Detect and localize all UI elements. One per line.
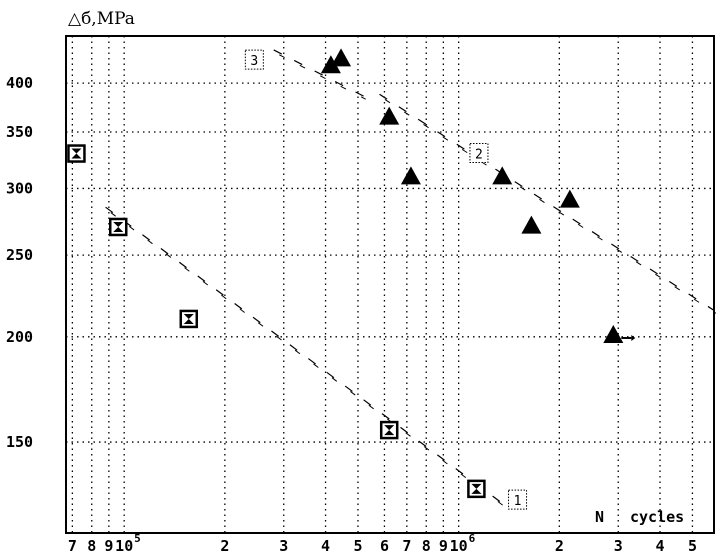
line-tag-box-1: [508, 489, 528, 510]
x-tick-label: 8: [422, 537, 431, 555]
hourglass-square-marker: [379, 420, 399, 440]
triangle-marker: [603, 324, 624, 343]
y-axis-label: △б,MPa: [68, 9, 135, 29]
x-tick-label: 10: [115, 537, 133, 555]
data-markers: [67, 48, 636, 499]
fit-line-2-shadow: [381, 96, 716, 314]
marker-hourglass: [113, 221, 124, 232]
x-tick-labels: 7 8 9 10 5 2 3 4 5 6 7 8 9 10 6 2 3 4 5: [68, 532, 697, 555]
y-tick-label: 250: [6, 246, 33, 264]
y-tick-label: 150: [6, 433, 33, 451]
x-tick-label: 3: [614, 537, 623, 555]
marker-square: [379, 420, 399, 440]
marker-square: [179, 309, 199, 329]
marker-hourglass: [183, 313, 194, 324]
line-tag-2: 2: [475, 148, 483, 163]
triangle-marker: [379, 106, 400, 125]
triangle-marker: [492, 166, 513, 185]
x-tick-label: 6: [380, 537, 389, 555]
marker-hourglass: [384, 425, 395, 436]
y-tick-label: 350: [6, 123, 33, 141]
fit-line-1: [105, 206, 510, 510]
line-tag-3: 3: [250, 54, 258, 69]
fit-line-3: [273, 49, 364, 97]
plot-frame: [65, 35, 715, 534]
hourglass-square-marker: [467, 479, 486, 499]
line-tag-box-2: [469, 143, 489, 164]
x-tick-label: 4: [656, 537, 665, 555]
marker-square: [467, 479, 486, 499]
y-tick-label: 300: [6, 179, 33, 197]
x-tick-label: 2: [220, 537, 229, 555]
x-tick-label: 9: [439, 537, 448, 555]
x-tick-exponent: 6: [469, 532, 476, 545]
marker-hourglass: [471, 483, 482, 494]
triangle-marker: [559, 189, 580, 208]
triangle-marker: [320, 55, 341, 74]
line-tag-1: 1: [514, 494, 522, 509]
marker-square: [108, 217, 128, 237]
x-tick-label: 7: [68, 537, 77, 555]
fit-lines: [105, 49, 716, 513]
hourglass-square-marker: [179, 309, 199, 329]
x-tick-label: 8: [87, 537, 96, 555]
triangle-marker: [521, 215, 542, 234]
x-tick-label: 3: [279, 537, 288, 555]
x-tick-label: 2: [555, 537, 564, 555]
x-tick-label: 5: [688, 537, 697, 555]
y-tick-label: 200: [6, 328, 33, 346]
x-tick-label: 10: [450, 537, 468, 555]
hourglass-square-marker: [67, 144, 86, 163]
x-tick-label: 5: [353, 537, 362, 555]
x-axis-label-unit: cycles: [630, 508, 684, 526]
fit-line-1-shadow: [107, 209, 512, 513]
line-tag-box-3: [244, 49, 264, 70]
x-tick-label: 4: [321, 537, 330, 555]
y-tick-label: 400: [6, 74, 33, 92]
line-tags: 1 2 3: [244, 49, 528, 510]
marker-square: [67, 144, 86, 163]
fit-line-3-shadow: [275, 52, 366, 100]
grid-lines: [66, 36, 714, 533]
x-tick-exponent: 5: [134, 532, 141, 545]
x-tick-label: 9: [104, 537, 113, 555]
x-tick-label: 7: [402, 537, 411, 555]
runout-arrow-head: [631, 334, 636, 341]
y-tick-labels: 150 200 250 300 350 400: [6, 74, 33, 451]
hourglass-square-marker: [108, 217, 128, 237]
marker-hourglass: [71, 148, 82, 159]
x-axis-label-letter: N: [595, 508, 604, 526]
triangle-marker: [400, 166, 421, 185]
triangle-marker: [331, 48, 352, 67]
